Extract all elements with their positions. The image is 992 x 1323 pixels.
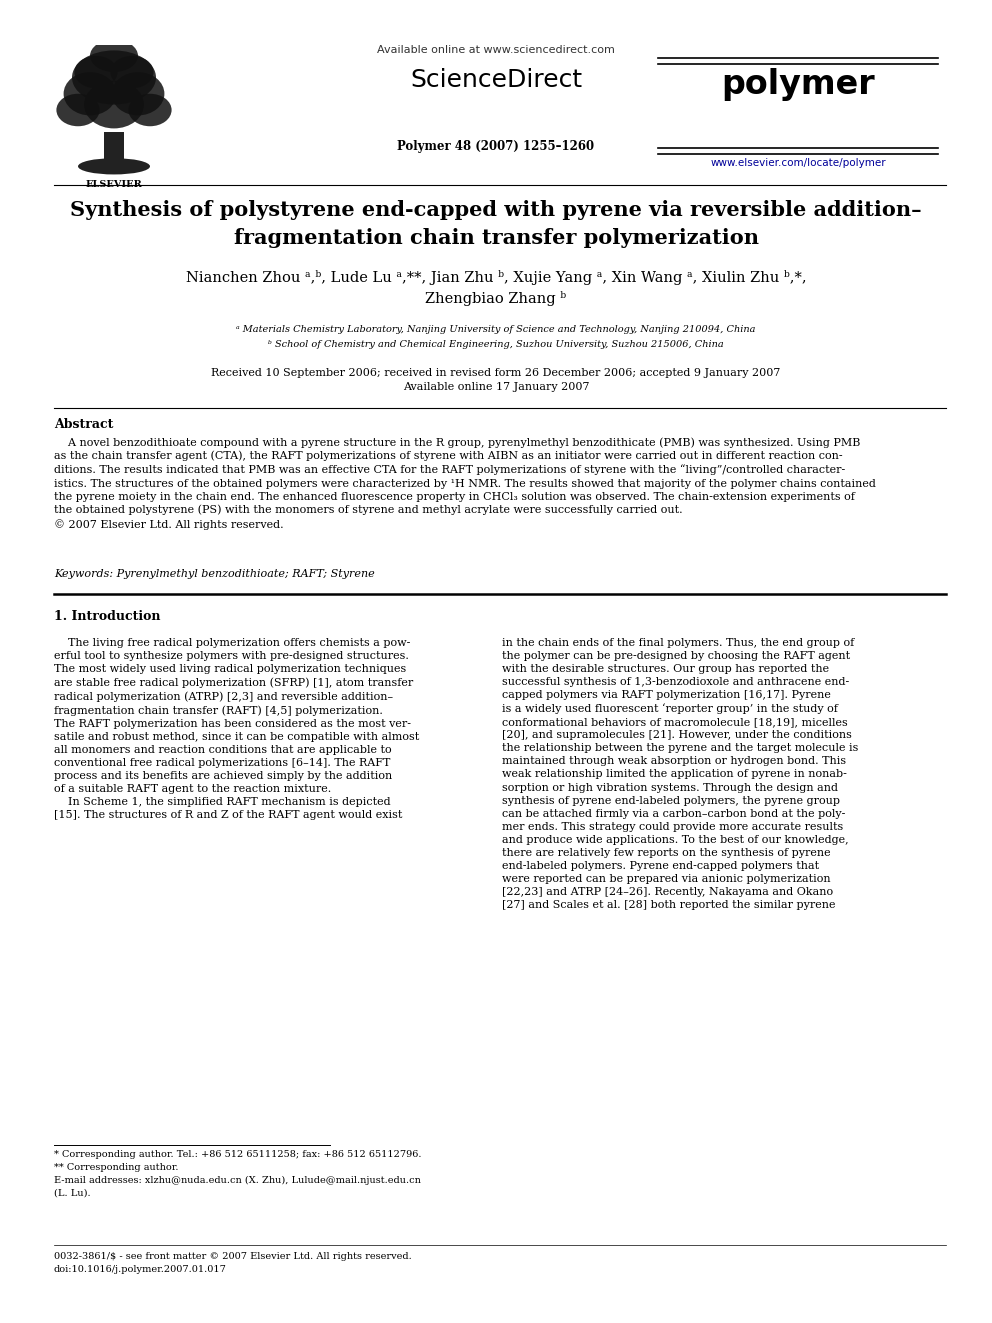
Ellipse shape	[57, 94, 99, 126]
Text: www.elsevier.com/locate/polymer: www.elsevier.com/locate/polymer	[710, 157, 886, 168]
Text: in the chain ends of the final polymers. Thus, the end group of
the polymer can : in the chain ends of the final polymers.…	[502, 638, 858, 910]
Text: ** Corresponding author.: ** Corresponding author.	[54, 1163, 179, 1172]
Text: Abstract: Abstract	[54, 418, 113, 431]
Text: A novel benzodithioate compound with a pyrene structure in the R group, pyrenylm: A novel benzodithioate compound with a p…	[54, 437, 876, 529]
Text: Keywords: Pyrenylmethyl benzodithioate; RAFT; Styrene: Keywords: Pyrenylmethyl benzodithioate; …	[54, 569, 375, 579]
Ellipse shape	[63, 71, 116, 115]
Text: doi:10.1016/j.polymer.2007.01.017: doi:10.1016/j.polymer.2007.01.017	[54, 1265, 227, 1274]
Text: ᵃ Materials Chemistry Laboratory, Nanjing University of Science and Technology, : ᵃ Materials Chemistry Laboratory, Nanjin…	[236, 325, 756, 333]
Text: E-mail addresses: xlzhu@nuda.edu.cn (X. Zhu), Lulude@mail.njust.edu.cn: E-mail addresses: xlzhu@nuda.edu.cn (X. …	[54, 1176, 421, 1185]
Text: Available online 17 January 2007: Available online 17 January 2007	[403, 382, 589, 392]
Ellipse shape	[111, 71, 165, 115]
Text: ELSEVIER: ELSEVIER	[85, 180, 143, 189]
Text: * Corresponding author. Tel.: +86 512 65111258; fax: +86 512 65112796.: * Corresponding author. Tel.: +86 512 65…	[54, 1150, 422, 1159]
Text: Nianchen Zhou ᵃ,ᵇ, Lude Lu ᵃ,**, Jian Zhu ᵇ, Xujie Yang ᵃ, Xin Wang ᵃ, Xiulin Zh: Nianchen Zhou ᵃ,ᵇ, Lude Lu ᵃ,**, Jian Zh…	[186, 270, 806, 284]
Ellipse shape	[74, 56, 118, 89]
Text: fragmentation chain transfer polymerization: fragmentation chain transfer polymerizat…	[233, 228, 759, 247]
Text: Available online at www.sciencedirect.com: Available online at www.sciencedirect.co…	[377, 45, 615, 56]
Text: (L. Lu).: (L. Lu).	[54, 1189, 90, 1199]
Ellipse shape	[90, 40, 138, 71]
Text: 1. Introduction: 1. Introduction	[54, 610, 161, 623]
Text: Zhengbiao Zhang ᵇ: Zhengbiao Zhang ᵇ	[426, 291, 566, 306]
Text: The living free radical polymerization offers chemists a pow-
erful tool to synt: The living free radical polymerization o…	[54, 638, 420, 820]
Text: ᵇ School of Chemistry and Chemical Engineering, Suzhou University, Suzhou 215006: ᵇ School of Chemistry and Chemical Engin…	[268, 340, 724, 349]
Text: ScienceDirect: ScienceDirect	[410, 67, 582, 93]
Ellipse shape	[110, 56, 154, 89]
Text: Synthesis of polystyrene end-capped with pyrene via reversible addition–: Synthesis of polystyrene end-capped with…	[70, 200, 922, 220]
Bar	[104, 132, 124, 169]
Text: polymer: polymer	[721, 67, 875, 101]
Text: Received 10 September 2006; received in revised form 26 December 2006; accepted : Received 10 September 2006; received in …	[211, 368, 781, 378]
Ellipse shape	[78, 159, 150, 175]
Text: Polymer 48 (2007) 1255–1260: Polymer 48 (2007) 1255–1260	[398, 140, 594, 153]
Ellipse shape	[84, 81, 144, 128]
Ellipse shape	[128, 94, 172, 126]
Ellipse shape	[72, 50, 156, 105]
Text: 0032-3861/$ - see front matter © 2007 Elsevier Ltd. All rights reserved.: 0032-3861/$ - see front matter © 2007 El…	[54, 1252, 412, 1261]
